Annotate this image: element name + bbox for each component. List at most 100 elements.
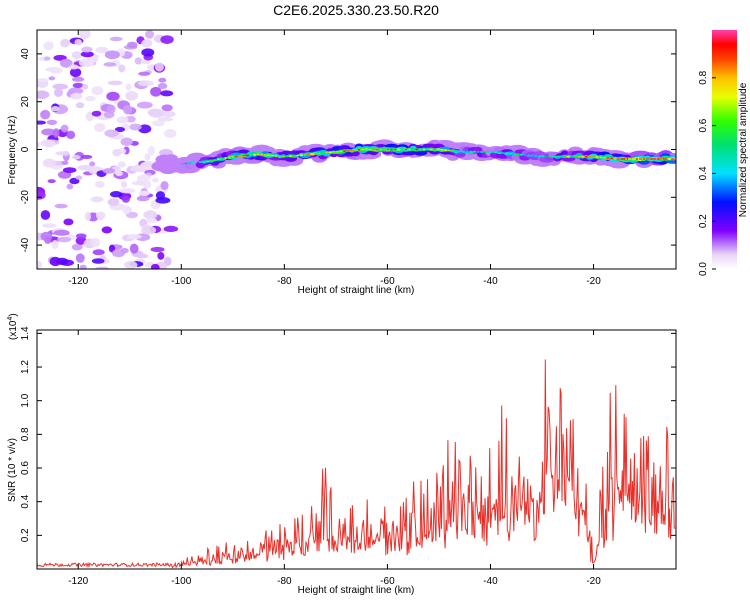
ridge-blob (433, 148, 437, 151)
heatmap-blobs (37, 30, 676, 269)
noise-blob (120, 137, 133, 146)
noise-blob (69, 67, 82, 78)
ridge-blob (267, 154, 271, 157)
noise-blob (92, 249, 105, 256)
scale-exponent: 4 (7, 317, 14, 321)
ridge-blob (270, 154, 275, 157)
x-tick-label: -80 (277, 576, 292, 587)
noise-blob (71, 51, 82, 60)
ridge-blob (610, 157, 613, 160)
ridge-blob (642, 158, 646, 160)
x-tick-label: -120 (68, 276, 88, 287)
y-tick-label: 0.6 (20, 461, 31, 475)
ridge-blob (436, 148, 441, 151)
x-tick-label: -40 (483, 576, 498, 587)
noise-blob (50, 106, 60, 112)
noise-blob (160, 90, 174, 97)
ridge-blob (198, 161, 203, 163)
ridge-blob (202, 160, 206, 163)
colorbar-label: Normalized spectral amplitude (738, 82, 749, 217)
ridge-blob (631, 158, 635, 160)
noise-blob (75, 233, 87, 239)
noise-blob (59, 58, 73, 68)
ridge-blob (440, 148, 444, 151)
noise-blob (37, 142, 41, 147)
ridge-blob (443, 149, 448, 151)
ridge-blob (375, 148, 379, 151)
noise-blob (48, 76, 56, 81)
noise-blob (122, 104, 133, 115)
noise-blob (60, 38, 70, 48)
noise-blob (37, 260, 43, 269)
ridge-blob (661, 158, 664, 160)
ridge-blob (394, 148, 397, 151)
noise-blob (136, 253, 149, 259)
ridge-blob (408, 148, 412, 151)
ridge-blob (299, 154, 304, 156)
noise-blob (91, 86, 104, 96)
noise-blob (54, 203, 68, 209)
snr-scale-label: (x104) (7, 313, 19, 340)
noise-blob (42, 158, 56, 168)
ridge-blob (310, 153, 315, 155)
noise-blob (53, 88, 64, 98)
ridge-blob (321, 152, 325, 154)
ridge-blob (573, 155, 578, 158)
ridge-blob (548, 155, 553, 158)
colorbar: 0.0 0.2 0.4 0.6 0.8 Normalized spectral ampl… (698, 30, 749, 276)
noise-blob (109, 36, 123, 42)
ridge-blob (296, 154, 299, 157)
ridge-blob (638, 158, 643, 160)
ridge-blob (422, 148, 426, 151)
y-tick-label: 40 (20, 48, 31, 60)
noise-blob (101, 226, 113, 234)
noise-blob (140, 162, 156, 168)
ridge-blob (318, 152, 321, 155)
noise-blob (37, 78, 49, 83)
ridge-blob (224, 157, 227, 159)
noise-blob (129, 123, 142, 131)
noise-blob (91, 110, 102, 117)
noise-blob (126, 41, 138, 48)
noise-blob (42, 223, 57, 228)
noise-blob (141, 48, 155, 57)
ridge-blob (530, 154, 534, 157)
x-tick-label: -100 (171, 276, 191, 287)
noise-blob (123, 261, 138, 269)
ridge-blob (566, 155, 571, 158)
ridge-blob (635, 158, 639, 160)
ridge-blob (509, 152, 513, 155)
noise-blob (130, 165, 146, 172)
ridge-blob (595, 156, 599, 158)
noise-blob (121, 195, 130, 203)
noise-blob (94, 123, 106, 133)
ridge-blob (227, 156, 231, 159)
x-tick-label: -60 (380, 576, 395, 587)
ridge-blob (657, 158, 660, 160)
ridge-blob (253, 153, 256, 156)
noise-blob (152, 120, 165, 127)
noise-blob (120, 247, 129, 254)
ridge-blob (429, 148, 433, 151)
ridge-blob (606, 157, 610, 159)
y-tick-label: 0 (20, 146, 31, 152)
noise-blob (55, 151, 70, 156)
ridge-blob (556, 155, 559, 158)
noise-blob (91, 258, 105, 264)
ridge-blob (306, 153, 311, 156)
noise-blob (95, 211, 106, 220)
ridge-blob (545, 155, 548, 158)
ridge-blob (519, 153, 524, 156)
noise-blob (136, 101, 153, 109)
noise-blob (161, 111, 176, 118)
noise-blob (61, 160, 69, 165)
noise-blob (52, 128, 60, 138)
ridge-blob (480, 151, 484, 153)
ridge-blob (184, 162, 188, 165)
noise-blob (68, 64, 79, 70)
noise-blob (134, 57, 143, 65)
ridge-blob (350, 149, 353, 152)
noise-blob (103, 62, 117, 67)
noise-blob (49, 256, 62, 267)
ridge-blob (390, 148, 393, 151)
